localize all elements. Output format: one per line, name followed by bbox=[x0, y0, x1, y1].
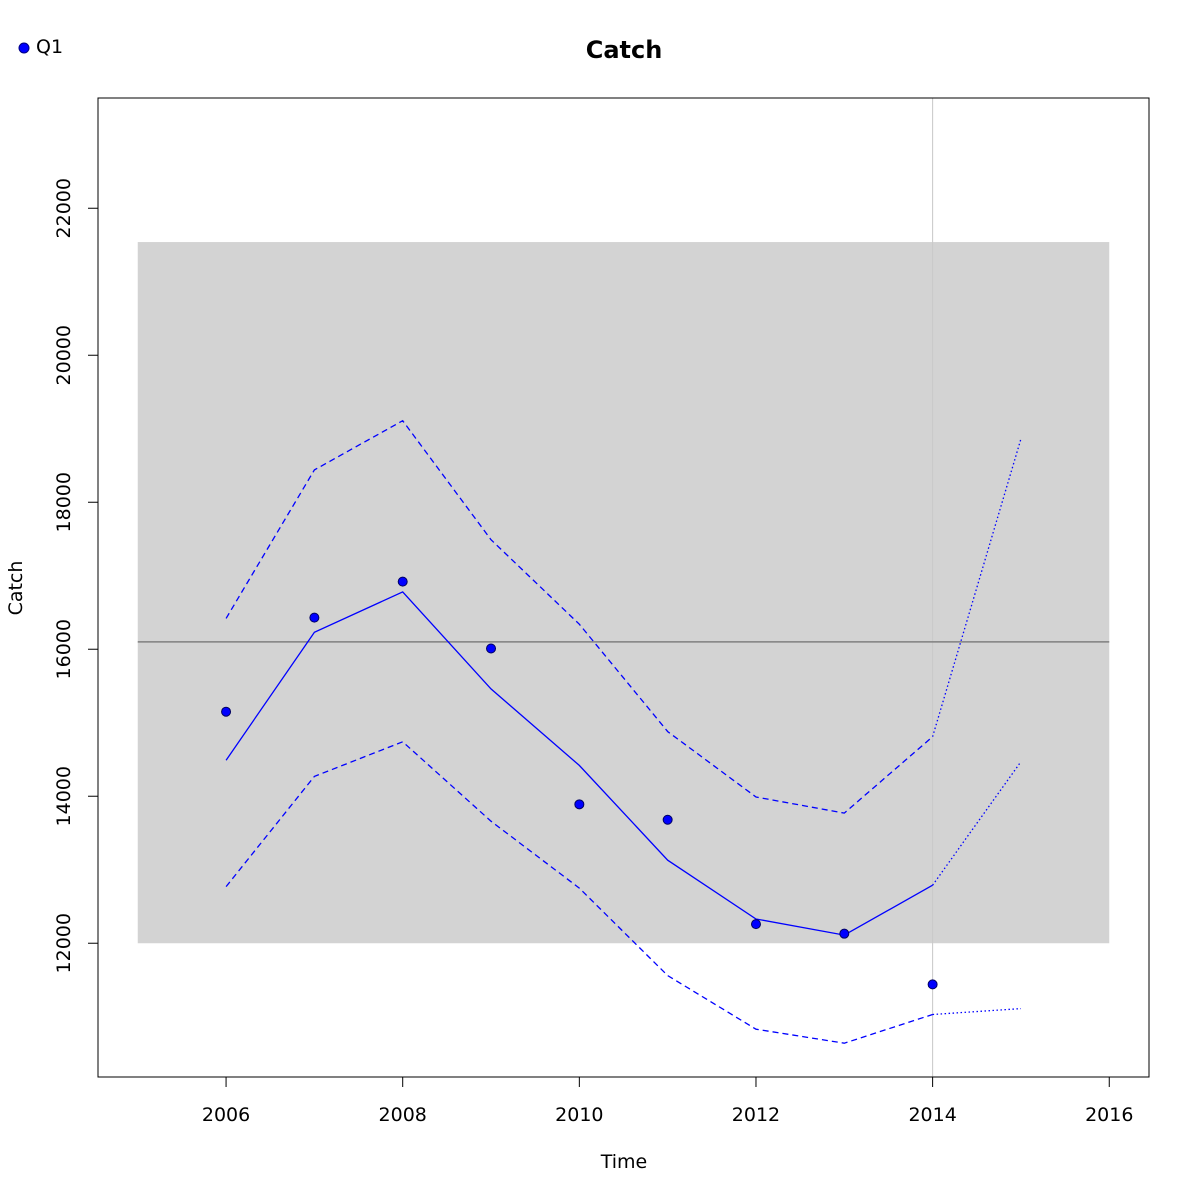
series-forecast-line bbox=[932, 761, 1022, 886]
x-tick-label-2012: 2012 bbox=[732, 1104, 780, 1126]
data-point-2013 bbox=[839, 928, 850, 939]
data-point-2007 bbox=[309, 612, 320, 623]
legend-label-q1: Q1 bbox=[36, 36, 63, 58]
x-axis: 2006 2008 2010 2012 2014 2016 bbox=[202, 1076, 1133, 1126]
chart-title: Catch bbox=[586, 36, 663, 64]
legend: Q1 bbox=[18, 36, 63, 58]
x-tick-label-2016: 2016 bbox=[1085, 1104, 1133, 1126]
data-point-2006 bbox=[221, 706, 232, 717]
legend-marker-q1 bbox=[18, 42, 30, 54]
y-tick-label-18000: 18000 bbox=[53, 472, 75, 532]
y-tick-label-22000: 22000 bbox=[53, 178, 75, 238]
data-point-2014 bbox=[927, 979, 938, 990]
y-axis-label: Catch bbox=[5, 561, 27, 616]
series-forecast-lower-line bbox=[932, 1007, 1021, 1016]
x-tick-label-2006: 2006 bbox=[202, 1104, 250, 1126]
x-axis-label: Time bbox=[600, 1151, 648, 1173]
series-fit-line bbox=[225, 591, 933, 936]
x-tick-label-2008: 2008 bbox=[379, 1104, 427, 1126]
data-point-2012 bbox=[750, 919, 761, 930]
series-lower-line bbox=[225, 741, 933, 1044]
data-point-2008 bbox=[397, 576, 408, 587]
y-tick-label-16000: 16000 bbox=[53, 619, 75, 679]
series-upper-line bbox=[225, 419, 934, 814]
data-point-2011 bbox=[662, 814, 673, 825]
y-tick-label-12000: 12000 bbox=[53, 913, 75, 973]
y-tick-label-20000: 20000 bbox=[53, 325, 75, 385]
data-point-2009 bbox=[486, 643, 497, 654]
data-point-2010 bbox=[574, 799, 585, 810]
y-tick-label-14000: 14000 bbox=[53, 766, 75, 826]
x-tick-label-2010: 2010 bbox=[555, 1104, 603, 1126]
y-axis: 12000 14000 16000 18000 20000 22000 bbox=[53, 178, 99, 973]
plot-area bbox=[137, 98, 1110, 1077]
reference-band bbox=[137, 242, 1110, 944]
x-tick-label-2014: 2014 bbox=[908, 1104, 956, 1126]
